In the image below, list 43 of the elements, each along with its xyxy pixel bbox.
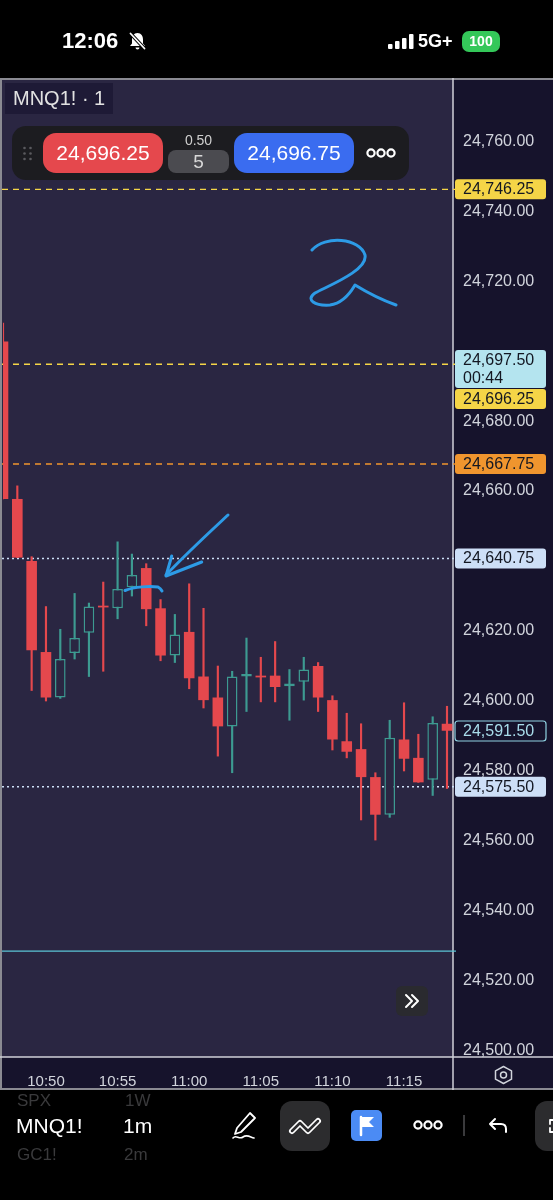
text: 5G+ <box>418 31 453 52</box>
y-tick-label: 24,720.00 <box>463 271 535 289</box>
y-tick-label: 24,600.00 <box>463 691 535 709</box>
text: GC1! <box>17 1145 57 1164</box>
y-tick-label: 24,540.00 <box>463 901 535 919</box>
text: MNQ1! <box>16 1113 83 1139</box>
ref-line-label: 24,640.75 <box>463 549 535 567</box>
text: 1W <box>125 1091 151 1110</box>
text: 24,591.50 <box>463 721 535 739</box>
candlestick <box>198 607 209 709</box>
text: 24,697.50 00:44 <box>463 350 535 386</box>
annotation: 24,696.25 <box>56 141 150 164</box>
annotation: 24,696.75 <box>247 141 341 164</box>
y-tick-label: 24,740.00 <box>463 201 535 219</box>
price-button: 24,696.25 <box>43 133 163 173</box>
text: 12:06 <box>62 28 119 54</box>
battery-icon: 100 <box>462 31 500 52</box>
annotation: 5 <box>193 151 204 172</box>
y-tick-label: 24,760.00 <box>463 131 535 149</box>
y-tick-label: 24,520.00 <box>463 971 535 989</box>
text: 1m <box>123 1113 153 1139</box>
annotation: 0.50 <box>183 132 214 149</box>
y-tick-label: 24,660.00 <box>463 481 535 499</box>
y-tick-label: 24,680.00 <box>463 411 535 429</box>
y-tick-label: 24,580.00 <box>463 761 535 779</box>
x-tick-label: 10:55 <box>98 1072 137 1090</box>
ref-line-label: 24,667.75 <box>463 454 535 472</box>
x-tick-label: 10:50 <box>27 1072 65 1090</box>
x-tick-label: 11:10 <box>314 1072 351 1090</box>
price-button: 24,696.75 <box>234 133 354 173</box>
number-field: 5 <box>168 150 229 173</box>
x-tick-label: 11:15 <box>385 1072 423 1090</box>
text: 2m <box>124 1145 148 1164</box>
ref-line-label: 24,746.25 <box>463 180 535 198</box>
x-tick-label: 11:05 <box>242 1072 280 1090</box>
y-tick-label: 24,560.00 <box>463 831 535 849</box>
y-tick-label: 24,620.00 <box>463 621 535 639</box>
chart-title: MNQ1! · 1 <box>5 83 114 114</box>
text: SPX <box>17 1091 52 1110</box>
y-tick-label: 24,500.00 <box>463 1041 535 1059</box>
ref-line-label: 24,696.25 <box>463 389 535 407</box>
x-tick-label: 11:00 <box>170 1072 208 1090</box>
ref-line-label: 24,575.50 <box>463 777 535 795</box>
